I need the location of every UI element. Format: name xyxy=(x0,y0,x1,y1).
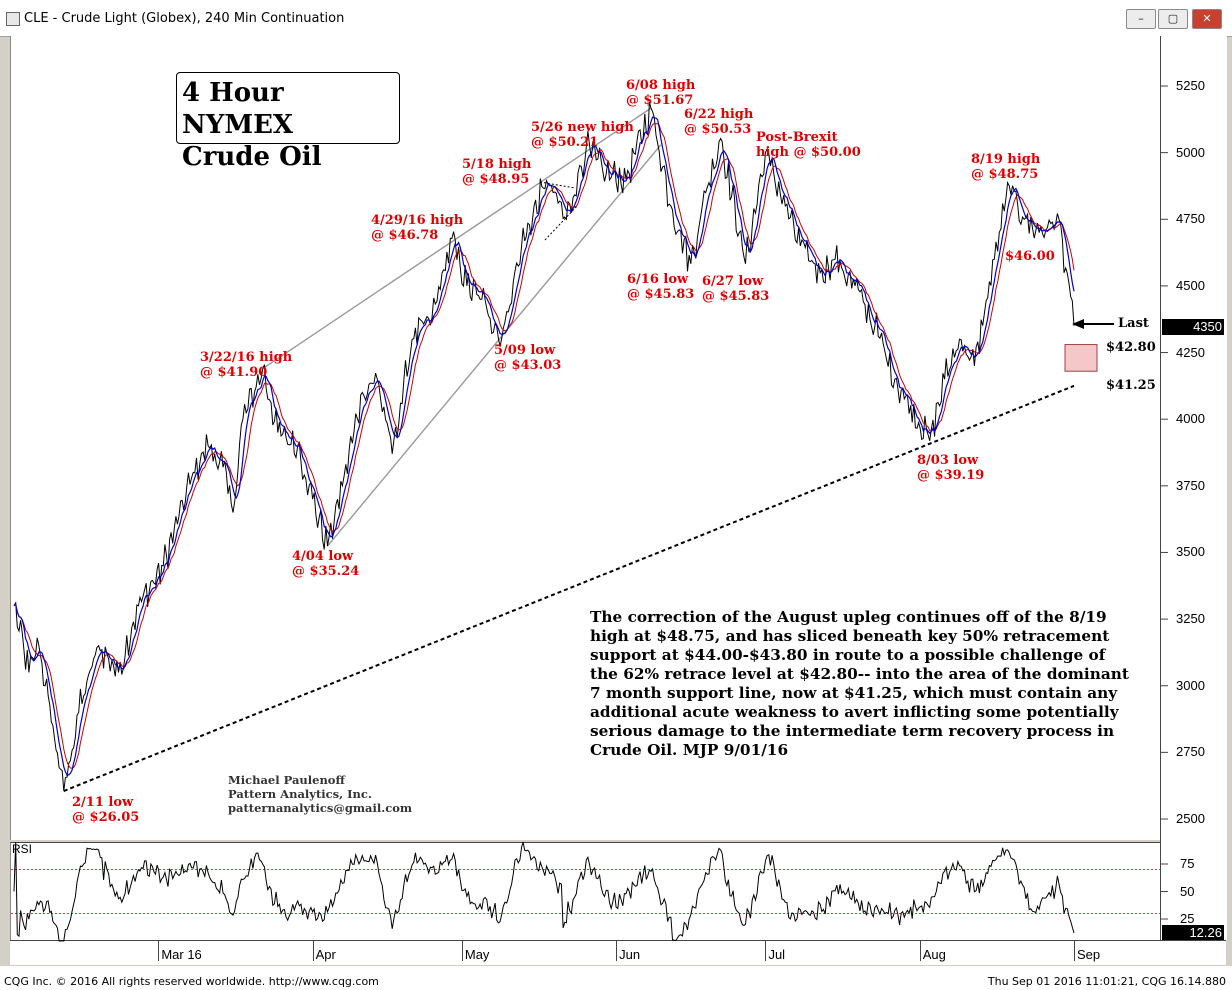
last-label: Last xyxy=(1118,316,1149,331)
y-tick-label: 4500 xyxy=(1176,277,1205,293)
y-tick-label: 4000 xyxy=(1176,411,1205,427)
app-icon xyxy=(6,12,20,26)
target-lower-label: $41.25 xyxy=(1106,378,1156,393)
rsi-tick-label: 25 xyxy=(1180,911,1195,926)
y-tick-label: 3000 xyxy=(1176,677,1205,693)
x-tick-mark xyxy=(765,941,767,961)
x-tick-label: Aug xyxy=(922,947,946,962)
annotation-apr04: 4/04 low @ $35.24 xyxy=(292,549,360,579)
chart-title-box: 4 Hour NYMEX Crude Oil xyxy=(176,72,400,172)
y-tick-label: 2750 xyxy=(1176,744,1205,760)
minimize-button[interactable]: – xyxy=(1126,9,1156,29)
x-tick-mark xyxy=(616,941,618,961)
y-tick-label: 3750 xyxy=(1176,477,1205,493)
target-upper-label: $42.80 xyxy=(1106,340,1156,355)
annotation-jun16: 6/16 low @ $45.83 xyxy=(627,272,695,302)
x-tick-mark xyxy=(158,941,160,961)
y-tick-label: 2500 xyxy=(1176,811,1205,826)
status-footer: CQG Inc. © 2016 All rights reserved worl… xyxy=(0,966,1232,990)
y-tick-label: 5250 xyxy=(1176,78,1205,93)
x-tick-mark xyxy=(461,941,463,961)
commentary-text: The correction of the August upleg conti… xyxy=(590,608,1129,759)
footer-copyright: CQG Inc. © 2016 All rights reserved worl… xyxy=(4,975,379,988)
author-email: patternanalytics@gmail.com xyxy=(228,801,413,815)
x-tick-mark xyxy=(1073,941,1075,961)
maximize-button[interactable]: ▢ xyxy=(1158,9,1188,29)
annotation-may18: 5/18 high @ $48.95 xyxy=(462,157,532,187)
annotation-feb11: 2/11 low @ $26.05 xyxy=(72,795,140,825)
x-tick-mark xyxy=(312,941,314,961)
rsi-value-box: 12.26 xyxy=(1162,925,1224,940)
rsi-tick-label: 75 xyxy=(1180,856,1195,871)
author-block: Michael Paulenoff Pattern Analytics, Inc… xyxy=(228,773,412,815)
annotation-aug19: 8/19 high @ $48.75 xyxy=(971,152,1041,182)
chart-title-line-1: 4 Hour NYMEX xyxy=(182,78,294,140)
author-name: Michael Paulenoff xyxy=(228,773,345,787)
annotation-may26: 5/26 new high @ $50.21 xyxy=(531,120,634,150)
x-tick-label: Jul xyxy=(768,947,786,962)
annotation-jun22: 6/22 high @ $50.53 xyxy=(684,107,754,137)
y-tick-label: 3500 xyxy=(1176,544,1205,560)
x-tick-label: Jun xyxy=(619,947,641,962)
y-tick-label: 3250 xyxy=(1176,611,1205,627)
chart-title-line-2: Crude Oil xyxy=(182,142,322,172)
rsi-tick-label: 50 xyxy=(1180,883,1195,899)
annotation-level-46: $46.00 xyxy=(1005,249,1055,264)
window-titlebar: CLE - Crude Light (Globex), 240 Min Cont… xyxy=(0,0,1232,37)
annotation-may09: 5/09 low @ $43.03 xyxy=(494,343,562,373)
x-tick-label: Apr xyxy=(315,947,336,962)
x-tick-label: May xyxy=(464,947,490,962)
annotation-jun27: 6/27 low @ $45.83 xyxy=(702,274,770,304)
author-company: Pattern Analytics, Inc. xyxy=(228,787,372,801)
y-tick-label: 4750 xyxy=(1176,211,1205,227)
y-tick-label: 5000 xyxy=(1176,144,1205,160)
x-tick-mark xyxy=(919,941,921,961)
x-tick-label: Sep xyxy=(1076,947,1101,962)
y-tick-label: 4250 xyxy=(1176,344,1205,360)
footer-timestamp: Thu Sep 01 2016 11:01:21, CQG 16.14.880 xyxy=(987,975,1226,988)
close-button[interactable]: ✕ xyxy=(1192,9,1222,29)
price-scale[interactable] xyxy=(1160,36,1227,940)
rsi-label: RSI xyxy=(12,842,33,856)
window-title: CLE - Crude Light (Globex), 240 Min Cont… xyxy=(24,11,345,26)
annotation-jun08: 6/08 high @ $51.67 xyxy=(626,78,696,108)
annotation-apr29: 4/29/16 high @ $46.78 xyxy=(371,213,464,243)
annotation-mar22: 3/22/16 high @ $41.90 xyxy=(200,350,293,380)
x-tick-label: Mar 16 xyxy=(161,947,202,962)
annotation-aug03: 8/03 low @ $39.19 xyxy=(917,453,985,483)
rsi-panel[interactable] xyxy=(10,842,1161,941)
last-price-box: 4350 xyxy=(1162,319,1224,335)
annotation-brexit: Post-Brexit high @ $50.00 xyxy=(756,130,861,160)
